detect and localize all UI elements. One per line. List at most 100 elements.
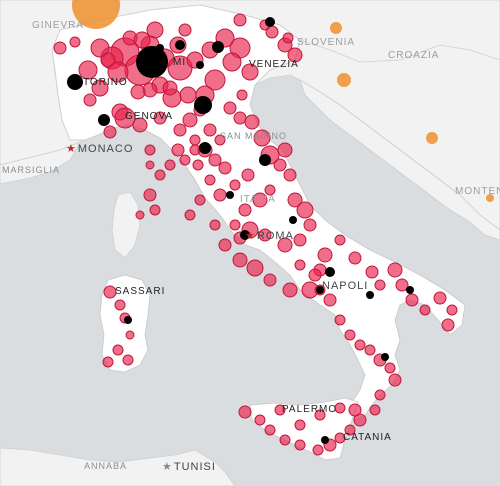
- marker-red[interactable]: [334, 234, 346, 246]
- marker-black[interactable]: [381, 353, 389, 361]
- marker-black[interactable]: [325, 267, 335, 277]
- marker-red[interactable]: [178, 23, 192, 37]
- marker-red[interactable]: [365, 265, 379, 279]
- marker-red[interactable]: [229, 219, 241, 231]
- marker-orange[interactable]: [337, 73, 351, 87]
- marker-red[interactable]: [241, 63, 259, 81]
- marker-black[interactable]: [124, 316, 132, 324]
- marker-red[interactable]: [204, 69, 226, 91]
- marker-black[interactable]: [67, 74, 83, 90]
- marker-red[interactable]: [203, 123, 217, 137]
- marker-red[interactable]: [130, 84, 146, 100]
- marker-red[interactable]: [254, 414, 266, 426]
- marker-red[interactable]: [162, 80, 178, 96]
- marker-red[interactable]: [419, 304, 431, 316]
- marker-red[interactable]: [78, 60, 98, 80]
- marker-red[interactable]: [218, 161, 232, 175]
- marker-black[interactable]: [194, 96, 212, 114]
- marker-red[interactable]: [208, 153, 222, 167]
- marker-red[interactable]: [132, 117, 148, 133]
- marker-red[interactable]: [446, 304, 458, 316]
- marker-black[interactable]: [321, 436, 329, 444]
- marker-black[interactable]: [175, 40, 185, 50]
- marker-orange[interactable]: [486, 194, 494, 202]
- marker-red[interactable]: [274, 404, 286, 416]
- marker-red[interactable]: [354, 339, 366, 351]
- marker-black[interactable]: [406, 286, 414, 294]
- marker-red[interactable]: [114, 299, 126, 311]
- marker-red[interactable]: [364, 344, 376, 356]
- marker-red[interactable]: [53, 41, 67, 55]
- marker-red[interactable]: [282, 282, 298, 298]
- marker-black[interactable]: [136, 46, 168, 78]
- marker-red[interactable]: [145, 160, 155, 170]
- marker-red[interactable]: [189, 134, 201, 146]
- marker-black[interactable]: [366, 291, 374, 299]
- marker-red[interactable]: [90, 38, 110, 58]
- marker-red[interactable]: [314, 409, 326, 421]
- marker-red[interactable]: [133, 31, 151, 49]
- marker-red[interactable]: [91, 79, 109, 97]
- marker-red[interactable]: [179, 154, 191, 166]
- marker-black[interactable]: [240, 230, 250, 240]
- marker-red[interactable]: [114, 107, 136, 129]
- marker-red[interactable]: [277, 142, 293, 158]
- marker-red[interactable]: [374, 279, 386, 291]
- marker-red[interactable]: [282, 32, 294, 44]
- marker-red[interactable]: [192, 159, 204, 171]
- marker-black[interactable]: [212, 41, 224, 53]
- marker-red[interactable]: [143, 188, 157, 202]
- marker-red[interactable]: [103, 125, 117, 139]
- marker-red[interactable]: [252, 192, 268, 208]
- marker-red[interactable]: [149, 204, 161, 216]
- marker-red[interactable]: [238, 203, 252, 217]
- marker-red[interactable]: [253, 129, 271, 147]
- marker-red[interactable]: [184, 209, 196, 221]
- marker-black[interactable]: [196, 61, 204, 69]
- marker-red[interactable]: [102, 356, 114, 368]
- marker-red[interactable]: [209, 219, 221, 231]
- marker-red[interactable]: [296, 201, 314, 219]
- marker-red[interactable]: [125, 330, 135, 340]
- marker-black[interactable]: [226, 191, 234, 199]
- marker-red[interactable]: [264, 184, 276, 196]
- marker-red[interactable]: [244, 114, 260, 130]
- marker-red[interactable]: [214, 134, 226, 146]
- marker-red[interactable]: [189, 144, 201, 156]
- marker-red[interactable]: [222, 52, 242, 72]
- marker-red[interactable]: [433, 291, 447, 305]
- marker-red[interactable]: [238, 405, 252, 419]
- marker-red[interactable]: [308, 268, 322, 282]
- marker-red[interactable]: [122, 354, 134, 366]
- marker-red[interactable]: [294, 259, 306, 271]
- marker-red[interactable]: [167, 55, 193, 81]
- marker-red[interactable]: [323, 293, 337, 307]
- marker-red[interactable]: [264, 424, 276, 436]
- marker-black[interactable]: [289, 216, 297, 224]
- marker-red[interactable]: [204, 174, 216, 186]
- marker-red[interactable]: [405, 293, 419, 307]
- marker-red[interactable]: [317, 247, 333, 263]
- marker-red[interactable]: [334, 314, 346, 326]
- marker-orange[interactable]: [72, 0, 120, 29]
- marker-red[interactable]: [344, 424, 356, 436]
- marker-red[interactable]: [223, 101, 237, 115]
- marker-red[interactable]: [344, 329, 356, 341]
- marker-red[interactable]: [395, 278, 409, 292]
- marker-red[interactable]: [232, 252, 248, 268]
- marker-red[interactable]: [83, 93, 97, 107]
- marker-red[interactable]: [246, 259, 264, 277]
- marker-red[interactable]: [388, 373, 402, 387]
- marker-red[interactable]: [194, 194, 206, 206]
- marker-red[interactable]: [69, 36, 81, 48]
- marker-red[interactable]: [348, 251, 362, 265]
- marker-red[interactable]: [173, 123, 187, 137]
- marker-red[interactable]: [164, 159, 176, 171]
- marker-red[interactable]: [144, 144, 156, 156]
- marker-black[interactable]: [156, 44, 164, 52]
- marker-red[interactable]: [179, 86, 197, 104]
- marker-red[interactable]: [374, 389, 386, 401]
- marker-red[interactable]: [154, 169, 166, 181]
